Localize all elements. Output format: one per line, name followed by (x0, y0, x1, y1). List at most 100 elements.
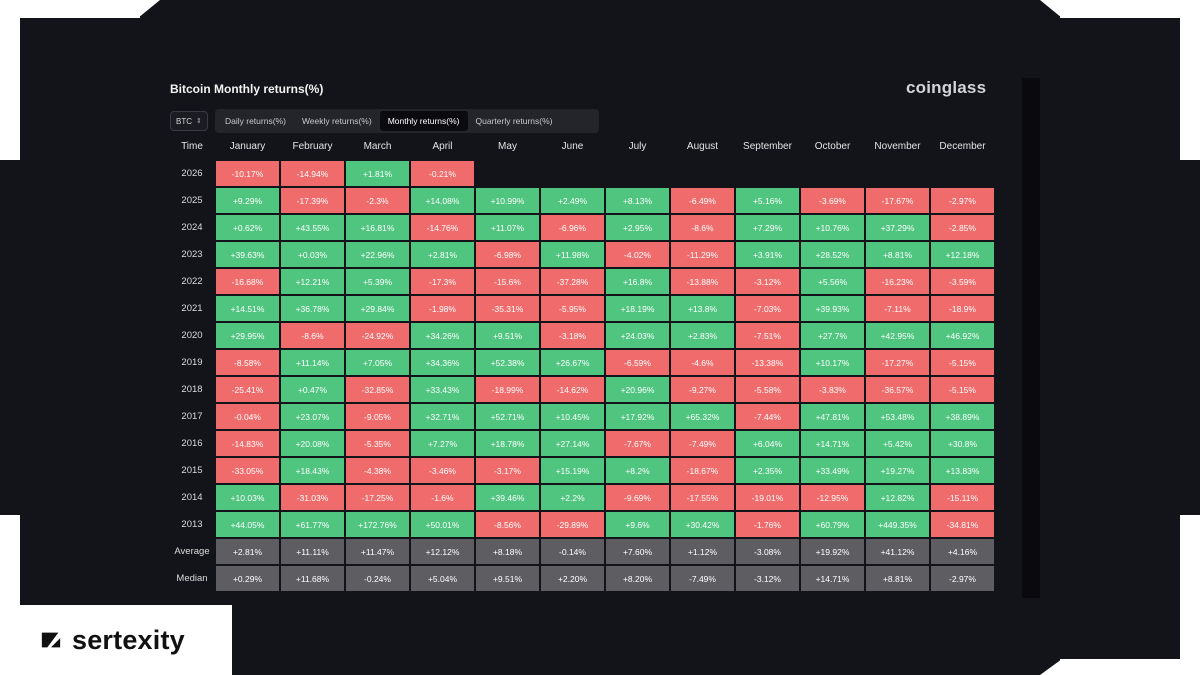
row-label: 2017 (181, 411, 203, 422)
stat-cell: +2.20% (541, 566, 604, 591)
return-cell: +30.42% (671, 512, 734, 537)
row-label: Average (174, 546, 210, 557)
return-cell: +172.76% (346, 512, 409, 537)
return-cell: +11.14% (281, 350, 344, 375)
return-cell: +12.18% (931, 242, 994, 267)
row-label: 2020 (181, 330, 203, 341)
return-cell: -31.03% (281, 485, 344, 510)
stat-cell: +11.68% (281, 566, 344, 591)
column-header-february: February (292, 141, 333, 152)
return-cell: +0.03% (281, 242, 344, 267)
return-cell: -13.88% (671, 269, 734, 294)
row-label: 2025 (181, 195, 203, 206)
coinglass-logo: coinglass (906, 78, 987, 97)
return-cell: +37.29% (866, 215, 929, 240)
return-cell: +18.43% (281, 458, 344, 483)
return-cell: -17.3% (411, 269, 474, 294)
return-cell: +27.14% (541, 431, 604, 456)
return-cell: -0.21% (411, 161, 474, 186)
return-cell: +17.92% (606, 404, 669, 429)
return-cell: -8.6% (281, 323, 344, 348)
stat-cell: -7.49% (671, 566, 734, 591)
return-cell: +13.8% (671, 296, 734, 321)
return-cell: -12.95% (801, 485, 864, 510)
frame-corner-bottom-right (1180, 515, 1200, 675)
frame-corner-top-right (1040, 0, 1062, 18)
return-cell: +7.29% (736, 215, 799, 240)
return-cell: +36.78% (281, 296, 344, 321)
row-label: 2019 (181, 357, 203, 368)
tab-weekly-returns[interactable]: Weekly returns(%) (301, 116, 372, 126)
return-cell (671, 161, 734, 186)
scrollbar[interactable] (1022, 78, 1040, 598)
column-header-december: December (939, 141, 986, 152)
period-tabs: Daily returns(%) Weekly returns(%) Month… (215, 109, 599, 133)
return-cell: -4.38% (346, 458, 409, 483)
return-cell: +60.79% (801, 512, 864, 537)
stat-cell: -0.14% (541, 539, 604, 564)
row-label: 2026 (181, 168, 203, 179)
return-cell: +449.35% (866, 512, 929, 537)
frame-corner-top-left (0, 0, 140, 18)
return-cell (606, 161, 669, 186)
return-cell: -7.67% (606, 431, 669, 456)
return-cell (801, 161, 864, 186)
frame-corner-top-right (1180, 0, 1200, 160)
return-cell: -8.56% (476, 512, 539, 537)
column-header-june: June (561, 141, 584, 152)
column-header-april: April (432, 141, 453, 152)
return-cell: -13.38% (736, 350, 799, 375)
return-cell: +44.05% (216, 512, 279, 537)
return-cell: +39.46% (476, 485, 539, 510)
return-cell: +10.03% (216, 485, 279, 510)
return-cell: +9.6% (606, 512, 669, 537)
row-label: 2018 (181, 384, 203, 395)
return-cell: -17.67% (866, 188, 929, 213)
return-cell: -14.94% (281, 161, 344, 186)
return-cell: -8.6% (671, 215, 734, 240)
return-cell: +65.32% (671, 404, 734, 429)
return-cell: +27.7% (801, 323, 864, 348)
column-header-september: September (743, 141, 792, 152)
stat-cell: +7.60% (606, 539, 669, 564)
sertexity-logo-icon (41, 632, 61, 648)
return-cell: -17.25% (346, 485, 409, 510)
return-cell: +16.8% (606, 269, 669, 294)
return-cell: -7.49% (671, 431, 734, 456)
return-cell: +33.43% (411, 377, 474, 402)
row-label: 2013 (181, 519, 203, 530)
return-cell: -1.76% (736, 512, 799, 537)
return-cell: -3.69% (801, 188, 864, 213)
row-label: 2015 (181, 465, 203, 476)
return-cell: +10.17% (801, 350, 864, 375)
return-cell: +3.91% (736, 242, 799, 267)
return-cell: +2.35% (736, 458, 799, 483)
stat-cell: +8.81% (866, 566, 929, 591)
tab-daily-returns[interactable]: Daily returns(%) (225, 116, 286, 126)
return-cell: -29.89% (541, 512, 604, 537)
stat-cell: -3.12% (736, 566, 799, 591)
return-cell: -17.39% (281, 188, 344, 213)
return-cell: +13.83% (931, 458, 994, 483)
return-cell: +29.95% (216, 323, 279, 348)
return-cell: +11.98% (541, 242, 604, 267)
return-cell: -16.68% (216, 269, 279, 294)
return-cell: +11.07% (476, 215, 539, 240)
return-cell: +2.81% (411, 242, 474, 267)
tab-quarterly-returns[interactable]: Quarterly returns(%) (475, 116, 553, 126)
return-cell: -17.55% (671, 485, 734, 510)
stat-cell: +8.18% (476, 539, 539, 564)
return-cell: -15.6% (476, 269, 539, 294)
return-cell (931, 161, 994, 186)
return-cell: -19.01% (736, 485, 799, 510)
return-cell: +8.2% (606, 458, 669, 483)
return-cell: +6.04% (736, 431, 799, 456)
tab-monthly-returns[interactable]: Monthly returns(%) (379, 111, 468, 131)
coin-select[interactable]: BTC ⇕ (170, 111, 208, 131)
page-title: Bitcoin Monthly returns(%) (170, 82, 324, 96)
return-cell: -5.35% (346, 431, 409, 456)
column-header-january: January (229, 141, 266, 152)
return-cell: -9.05% (346, 404, 409, 429)
return-cell: +46.92% (931, 323, 994, 348)
return-cell: -9.69% (606, 485, 669, 510)
